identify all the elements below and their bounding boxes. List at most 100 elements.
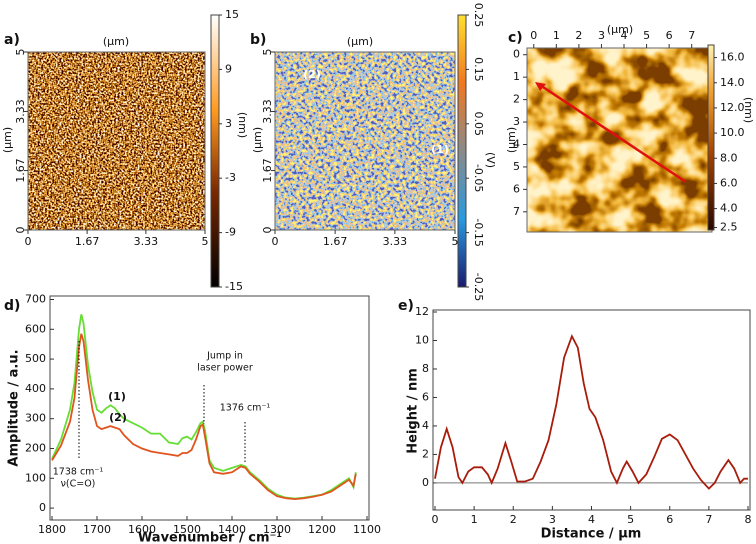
x-tick-label: 5 xyxy=(627,513,634,526)
y-tick-label: 8 xyxy=(422,362,429,375)
x-tick-label: 7 xyxy=(705,513,712,526)
y-tick-label: 6 xyxy=(422,390,429,403)
y-tick-label: 400 xyxy=(25,382,46,395)
colorbar-tick-label: 2.5 xyxy=(720,220,738,233)
y-axis-label: (μm) xyxy=(505,127,518,153)
y-tick-label: 1 xyxy=(513,70,520,83)
y-tick-label: 700 xyxy=(25,292,46,305)
colorbar-tick-label: 15 xyxy=(225,8,239,21)
colorbar-tick-label: 6.0 xyxy=(720,176,738,189)
y-tick-label: 1.67 xyxy=(261,158,274,183)
x-tick-label: 5 xyxy=(452,235,459,248)
annotation: 1376 cm⁻¹ xyxy=(220,403,271,414)
y-tick-label: 2 xyxy=(513,93,520,106)
annotation: 1738 cm⁻¹ xyxy=(53,467,104,478)
y-tick-label: 5 xyxy=(261,49,274,56)
x-tick-label: 4 xyxy=(621,29,628,42)
annotation: Jump in xyxy=(206,351,243,362)
annotation: (2) xyxy=(303,68,321,81)
y-tick-label: 3.33 xyxy=(14,99,27,124)
image-map xyxy=(28,52,205,230)
y-tick-label: 300 xyxy=(25,412,46,425)
y-tick-label: 10 xyxy=(415,333,429,346)
colorbar-tick-label: 3 xyxy=(225,117,232,130)
x-tick-label: 7 xyxy=(688,29,695,42)
colorbar-tick-label: -15 xyxy=(225,280,243,293)
colorbar-tick-label: 0.25 xyxy=(472,3,485,28)
y-tick-label: 0 xyxy=(14,227,27,234)
x-tick-label: 6 xyxy=(666,513,673,526)
x-tick-label: 4 xyxy=(588,513,595,526)
frame xyxy=(274,51,456,231)
plot-frame xyxy=(432,309,751,511)
image-map xyxy=(275,52,455,230)
frame xyxy=(27,51,206,231)
colorbar-tick-label: 16.0 xyxy=(720,51,745,64)
x-tick-label: 2 xyxy=(510,513,517,526)
y-tick-label: 500 xyxy=(25,352,46,365)
x-tick-label: 0 xyxy=(432,513,439,526)
y-tick-label: 4 xyxy=(513,137,520,150)
y-tick-label: 100 xyxy=(25,471,46,484)
y-tick-label: 0 xyxy=(422,476,429,489)
annotation: (1) xyxy=(431,143,449,156)
x-tick-label: 3 xyxy=(549,513,556,526)
y-tick-label: 0 xyxy=(39,501,46,514)
colorbar-tick-label: -0.05 xyxy=(472,164,485,192)
panel-layer: a) (μm) (μm) 0 1.67 3.33 5 0 1.67 3.33 5 -15 -9 -3 3 9 1… xyxy=(1,3,755,544)
x-axis-label: Distance / μm xyxy=(541,527,642,542)
x-tick-label: 2 xyxy=(575,29,582,42)
x-tick-label: 1.67 xyxy=(323,235,348,248)
x-tick-label: 1100 xyxy=(353,523,381,536)
x-tick-label: 1 xyxy=(471,513,478,526)
colorbar-tick-label: 9 xyxy=(225,62,232,75)
y-axis-label: Amplitude / a.u. xyxy=(7,349,22,466)
x-tick-label: 1400 xyxy=(218,523,246,536)
y-tick-label: 3 xyxy=(513,115,520,128)
annotation: laser power xyxy=(197,363,253,374)
y-tick-label: 200 xyxy=(25,441,46,454)
x-tick-label: 6 xyxy=(666,29,673,42)
series-label: (1) xyxy=(108,390,126,403)
panel-label: d) xyxy=(4,298,20,314)
x-tick-label: 1800 xyxy=(38,523,66,536)
x-tick-label: 1700 xyxy=(83,523,111,536)
x-tick-label: 5 xyxy=(643,29,650,42)
x-tick-label: 8 xyxy=(745,513,752,526)
y-tick-label: 4 xyxy=(422,419,429,432)
x-tick-label: 0 xyxy=(272,235,279,248)
panel-label: a) xyxy=(4,32,20,48)
panel-label: c) xyxy=(508,30,523,46)
profile-arrow xyxy=(535,82,546,91)
x-axis-label: Wavenumber / cm⁻¹ xyxy=(138,531,282,544)
y-tick-label: 0 xyxy=(261,227,274,234)
x-tick-label: 1300 xyxy=(263,523,291,536)
series-line xyxy=(434,333,748,490)
axis-title: (μm) xyxy=(103,35,129,48)
x-tick-label: 1600 xyxy=(128,523,156,536)
colorbar-tick-label: -0.15 xyxy=(472,218,485,246)
colorbar-tick-label: 8.0 xyxy=(720,151,738,164)
x-tick-label: 1500 xyxy=(173,523,201,536)
x-tick-label: 1200 xyxy=(308,523,336,536)
colorbar-tick-label: -0.25 xyxy=(472,273,485,301)
y-tick-label: 600 xyxy=(25,322,46,335)
colorbar-tick-label: 10.0 xyxy=(720,126,745,139)
y-tick-label: 6 xyxy=(513,182,520,195)
colorbar-tick-label: 14.0 xyxy=(720,76,745,89)
colorbar-tick-label: 4.0 xyxy=(720,202,738,215)
x-tick-label: 0 xyxy=(530,29,537,42)
image-map xyxy=(527,48,712,232)
colorbar-label: (nm) xyxy=(742,97,755,123)
colorbar-tick-label: -9 xyxy=(225,226,236,239)
colorbar xyxy=(210,14,220,288)
colorbar-tick-label: 0.15 xyxy=(472,57,485,82)
y-tick-label: 7 xyxy=(513,205,520,218)
y-tick-label: 0 xyxy=(513,48,520,61)
x-tick-label: 3.33 xyxy=(134,235,159,248)
y-axis-label: Height / nm xyxy=(406,368,421,454)
y-tick-label: 1.67 xyxy=(14,158,27,183)
annotation: ν(C=O) xyxy=(61,479,96,490)
axis-title: (μm) xyxy=(607,23,633,36)
